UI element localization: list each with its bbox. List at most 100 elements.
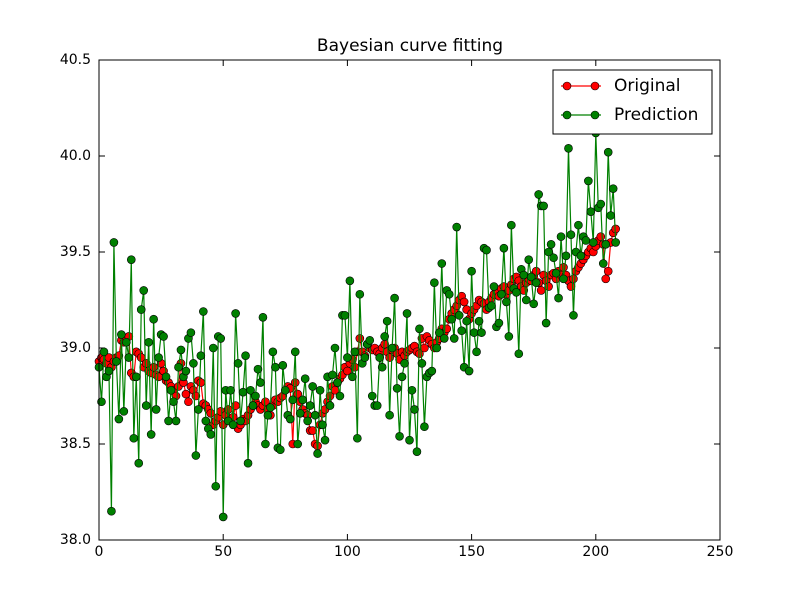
data-point [559, 274, 568, 284]
data-point [253, 364, 263, 374]
data-point [340, 311, 350, 320]
data-point [410, 405, 419, 414]
data-point [494, 318, 504, 328]
data-point [117, 330, 126, 339]
y-tick-label: 38.5 [60, 436, 91, 452]
data-point [236, 416, 245, 426]
data-point [405, 435, 414, 445]
data-point [248, 401, 258, 410]
data-point [285, 414, 295, 424]
data-point [502, 297, 511, 307]
data-point [435, 328, 444, 337]
data-point [295, 408, 305, 418]
data-point [556, 232, 566, 241]
data-point [280, 385, 290, 395]
data-point [464, 366, 474, 376]
data-point [325, 401, 335, 410]
data-point [169, 397, 178, 407]
data-point [196, 378, 206, 387]
data-point [305, 401, 315, 410]
data-point [596, 232, 606, 241]
legend-marker [562, 110, 572, 120]
data-point [144, 337, 153, 347]
data-point [551, 268, 561, 278]
data-point [549, 253, 558, 263]
data-point [608, 184, 618, 193]
data-point [164, 416, 173, 426]
data-point [266, 403, 275, 412]
data-point [539, 201, 548, 211]
data-point [184, 397, 193, 407]
data-point [276, 445, 285, 455]
data-point [333, 378, 342, 387]
data-point [335, 391, 345, 401]
data-point [126, 255, 136, 264]
data-point [544, 282, 553, 291]
y-tick-label: 40.0 [60, 148, 91, 164]
data-point [449, 334, 459, 343]
x-tick-label: 250 [707, 544, 734, 560]
chart-title: Bayesian curve fitting [317, 36, 503, 56]
data-point [526, 272, 536, 282]
data-point [606, 211, 616, 220]
data-point [176, 345, 186, 355]
data-point [256, 378, 265, 387]
data-point [343, 353, 352, 362]
data-point [469, 328, 479, 337]
data-point [318, 420, 327, 430]
data-point [261, 439, 270, 449]
data-point [149, 362, 158, 372]
data-point [439, 334, 449, 343]
data-point [166, 385, 176, 395]
data-point [258, 312, 268, 322]
data-point [467, 266, 476, 276]
data-point [499, 243, 509, 253]
data-point [569, 274, 578, 284]
data-point [390, 293, 399, 303]
data-point [529, 299, 539, 309]
data-point [462, 316, 471, 326]
data-point [459, 297, 469, 307]
data-point [191, 451, 201, 460]
data-point [313, 449, 322, 458]
data-point [395, 432, 404, 441]
data-point [377, 362, 387, 372]
data-point [154, 353, 163, 362]
data-point [328, 370, 337, 380]
data-point [382, 316, 392, 326]
data-point [161, 372, 171, 382]
data-point [298, 395, 307, 405]
data-point [507, 220, 516, 230]
data-point [544, 247, 553, 257]
data-point [367, 391, 377, 401]
data-point [293, 439, 303, 449]
data-point [355, 334, 365, 343]
data-point [534, 190, 543, 199]
legend-marker [590, 81, 600, 91]
data-point [519, 270, 529, 280]
data-point [477, 328, 486, 337]
data-point [233, 359, 243, 368]
data-point [415, 324, 424, 334]
data-point [531, 278, 541, 288]
data-point [218, 512, 228, 522]
data-point [104, 366, 114, 376]
legend-label: Original [614, 76, 681, 96]
data-point [400, 359, 409, 368]
data-point [99, 347, 109, 357]
y-tick-label: 39.5 [60, 244, 91, 260]
data-point [392, 384, 402, 393]
plot-frame [98, 59, 721, 541]
data-point [603, 266, 613, 276]
data-point [350, 347, 360, 357]
data-point [407, 385, 417, 395]
data-point [263, 410, 273, 420]
data-point [444, 289, 454, 299]
data-point [611, 238, 620, 247]
data-point [196, 351, 206, 360]
data-point [514, 349, 524, 359]
data-point [290, 378, 300, 387]
data-point [151, 405, 161, 414]
data-point [261, 397, 270, 407]
